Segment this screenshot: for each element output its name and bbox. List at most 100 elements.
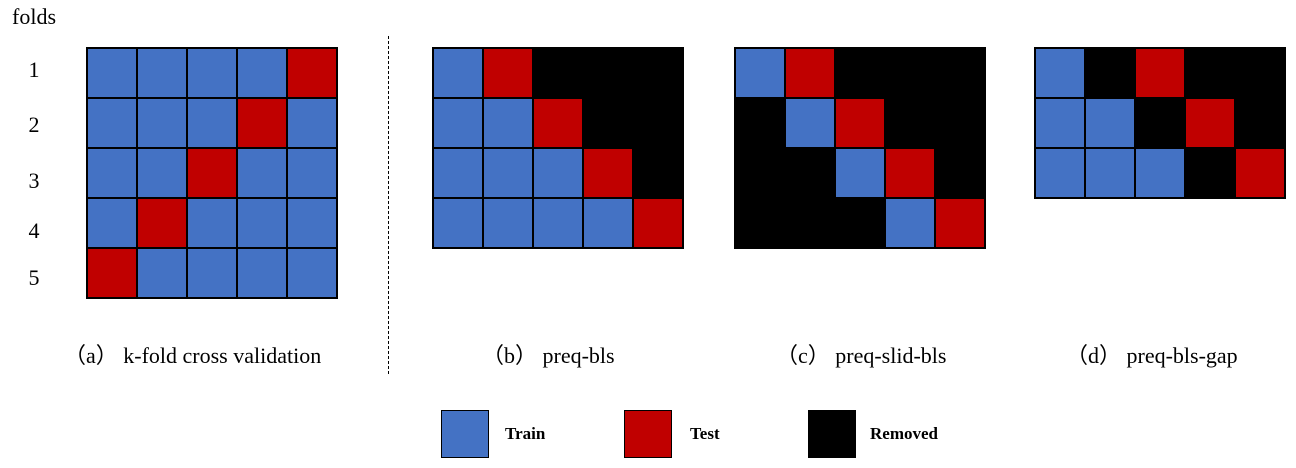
cell-removed (533, 48, 583, 98)
legend-removed-swatch (808, 410, 856, 458)
cell-test (835, 98, 885, 148)
caption-c: （c） preq-slid-bls (776, 343, 947, 368)
cell-removed (633, 48, 683, 98)
cell-train (533, 198, 583, 248)
legend-removed-label: Removed (870, 424, 938, 443)
cell-removed (1235, 98, 1285, 148)
cell-test (287, 48, 337, 98)
cell-train (187, 98, 237, 148)
legend-test-label: Test (690, 424, 720, 443)
cell-train (1085, 148, 1135, 198)
cell-train (87, 48, 137, 98)
cell-train (735, 48, 785, 98)
cell-removed (735, 198, 785, 248)
cell-removed (735, 98, 785, 148)
cell-test (633, 198, 683, 248)
cell-test (187, 148, 237, 198)
cell-train (137, 248, 187, 298)
grid-panel-a (86, 47, 338, 299)
cell-train (483, 148, 533, 198)
cell-removed (1185, 148, 1235, 198)
cell-train (483, 98, 533, 148)
cell-train (433, 98, 483, 148)
cell-train (1035, 148, 1085, 198)
cell-removed (935, 148, 985, 198)
cell-train (885, 198, 935, 248)
cell-removed (835, 198, 885, 248)
grid-panel-d (1034, 47, 1286, 199)
caption-d: （d） preq-bls-gap (1066, 343, 1238, 368)
cell-removed (633, 148, 683, 198)
cell-test (1135, 48, 1185, 98)
cell-removed (1085, 48, 1135, 98)
cell-removed (633, 98, 683, 148)
cell-train (835, 148, 885, 198)
grid-panel-b (432, 47, 684, 249)
legend-train-label: Train (505, 424, 546, 443)
cell-removed (885, 98, 935, 148)
cell-test (785, 48, 835, 98)
cell-train (137, 48, 187, 98)
cell-removed (583, 48, 633, 98)
cell-train (187, 48, 237, 98)
cell-train (237, 48, 287, 98)
cell-removed (935, 98, 985, 148)
cell-test (885, 148, 935, 198)
cell-removed (1185, 48, 1235, 98)
cell-train (483, 198, 533, 248)
cell-train (87, 148, 137, 198)
cell-train (583, 198, 633, 248)
cell-train (287, 148, 337, 198)
cell-removed (785, 198, 835, 248)
cell-train (187, 248, 237, 298)
cell-removed (735, 148, 785, 198)
cell-train (237, 148, 287, 198)
cell-train (1135, 148, 1185, 198)
cell-train (137, 98, 187, 148)
fold-label-4: 4 (28, 218, 40, 243)
cell-removed (935, 48, 985, 98)
cell-train (433, 148, 483, 198)
cell-removed (785, 148, 835, 198)
fold-label-5: 5 (28, 265, 40, 290)
cell-train (1035, 98, 1085, 148)
cell-removed (835, 48, 885, 98)
cell-train (87, 98, 137, 148)
cell-train (287, 248, 337, 298)
cell-test (583, 148, 633, 198)
cell-train (785, 98, 835, 148)
cell-train (137, 148, 187, 198)
cell-train (237, 198, 287, 248)
cell-train (1035, 48, 1085, 98)
cell-test (1185, 98, 1235, 148)
grid-panel-c (734, 47, 986, 249)
cell-train (433, 48, 483, 98)
cell-train (287, 198, 337, 248)
cell-train (533, 148, 583, 198)
cell-test (935, 198, 985, 248)
cell-train (287, 98, 337, 148)
cell-train (87, 198, 137, 248)
fold-label-1: 1 (28, 57, 40, 82)
dashed-divider (388, 36, 389, 374)
cell-train (433, 198, 483, 248)
legend-test-swatch (624, 410, 672, 458)
cell-test (237, 98, 287, 148)
caption-a: （a） k-fold cross validation (64, 343, 322, 368)
cell-train (1085, 98, 1135, 148)
cell-test (87, 248, 137, 298)
cell-removed (583, 98, 633, 148)
cell-test (533, 98, 583, 148)
cell-test (483, 48, 533, 98)
cell-train (187, 198, 237, 248)
legend-train-swatch (441, 410, 489, 458)
fold-label-2: 2 (28, 112, 40, 137)
cell-removed (1135, 98, 1185, 148)
cell-train (237, 248, 287, 298)
fold-label-3: 3 (28, 168, 40, 193)
cell-removed (885, 48, 935, 98)
cell-test (137, 198, 187, 248)
cell-test (1235, 148, 1285, 198)
cell-removed (1235, 48, 1285, 98)
caption-b: （b） preq-bls (482, 343, 615, 368)
